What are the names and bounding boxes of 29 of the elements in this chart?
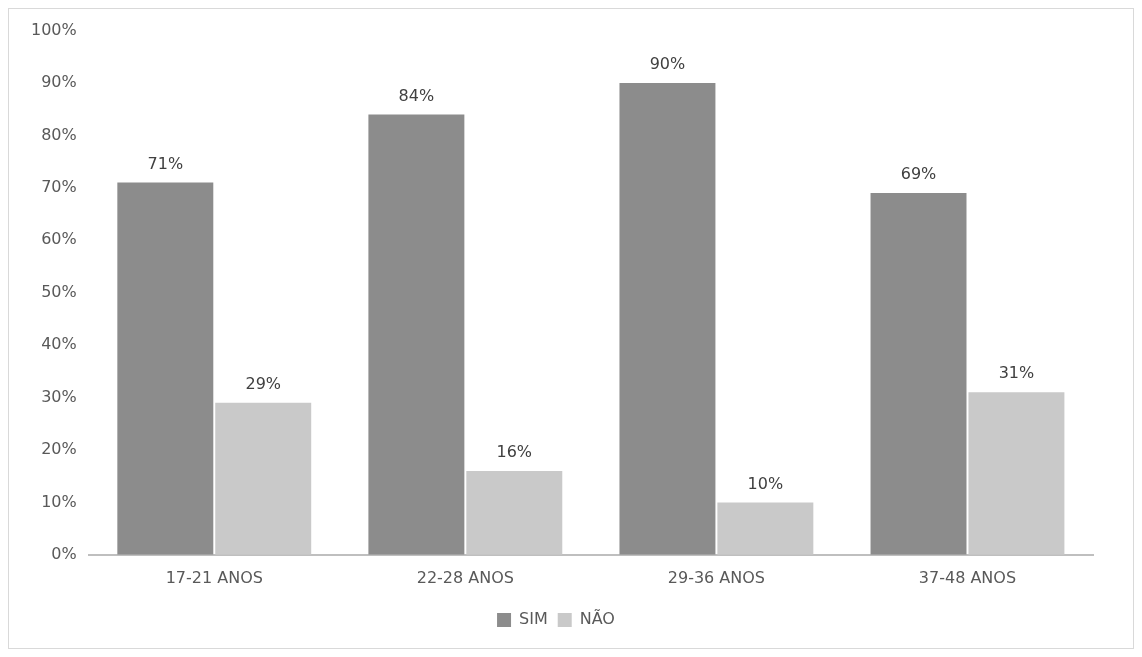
bar	[117, 182, 214, 555]
data-label: 90%	[649, 54, 686, 74]
data-label: 29%	[245, 373, 282, 393]
y-tick-label: 50%	[41, 281, 77, 301]
y-tick-label: 30%	[41, 386, 77, 406]
y-tick-label: 100%	[30, 19, 77, 39]
legend-label: SIM	[519, 609, 548, 629]
y-tick-label: 0%	[51, 543, 77, 563]
bar	[619, 83, 716, 555]
y-tick-label: 80%	[41, 124, 77, 144]
y-tick-label: 90%	[41, 72, 77, 92]
y-tick-label: 70%	[41, 177, 77, 197]
x-tick-label: 37-48 ANOS	[918, 567, 1017, 587]
bar	[368, 114, 465, 555]
x-tick-label: 22-28 ANOS	[416, 567, 514, 587]
data-label: 84%	[398, 85, 435, 105]
data-label: 71%	[147, 153, 184, 173]
y-tick-label: 40%	[41, 334, 77, 354]
y-tick-label: 20%	[41, 439, 77, 459]
data-label: 69%	[900, 164, 937, 184]
x-tick-label: 29-36 ANOS	[667, 567, 766, 587]
y-tick-label: 10%	[41, 491, 77, 511]
data-label: 10%	[747, 473, 784, 493]
y-tick-label: 60%	[41, 229, 77, 249]
data-label: 31%	[998, 363, 1035, 383]
data-label: 16%	[496, 442, 533, 462]
x-tick-label: 17-21 ANOS	[165, 567, 263, 587]
bar	[870, 193, 967, 555]
legend-label: NÃO	[579, 609, 615, 629]
